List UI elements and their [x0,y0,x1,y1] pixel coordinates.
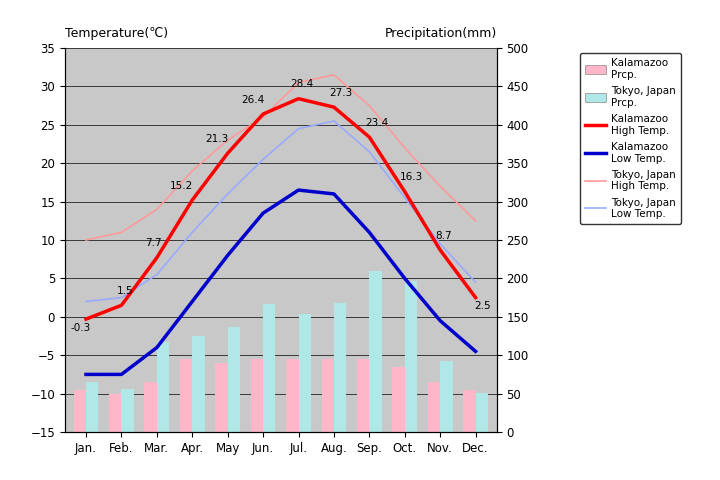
Bar [215,363,228,432]
Text: -0.3: -0.3 [71,323,91,333]
Text: Temperature(℃): Temperature(℃) [65,27,168,40]
Bar [440,361,453,432]
Bar [405,281,417,432]
Bar [369,272,382,432]
Text: 16.3: 16.3 [400,172,423,182]
Text: 23.4: 23.4 [365,118,388,128]
Text: 2.5: 2.5 [474,301,491,312]
Text: 7.7: 7.7 [145,239,161,249]
Bar [228,327,240,432]
Bar [263,304,276,432]
Bar [109,394,122,432]
Bar [192,336,204,432]
Bar [145,382,157,432]
Text: 15.2: 15.2 [170,181,193,191]
Bar [73,390,86,432]
Text: Precipitation(mm): Precipitation(mm) [384,27,497,40]
Bar [122,389,134,432]
Bar [180,359,192,432]
Text: 27.3: 27.3 [329,88,353,98]
Text: 1.5: 1.5 [117,286,133,296]
Bar [299,314,311,432]
Bar [322,359,334,432]
Text: 28.4: 28.4 [290,80,314,89]
Bar [157,342,169,432]
Bar [86,382,99,432]
Bar [392,367,405,432]
Bar [428,382,440,432]
Bar [463,390,475,432]
Text: 21.3: 21.3 [205,134,229,144]
Bar [475,393,488,432]
Bar [251,359,263,432]
Text: 26.4: 26.4 [241,95,264,105]
Bar [334,303,346,432]
Bar [357,359,369,432]
Text: 8.7: 8.7 [436,231,452,241]
Bar [286,359,299,432]
Legend: Kalamazoo
Prcp., Tokyo, Japan
Prcp., Kalamazoo
High Temp., Kalamazoo
Low Temp., : Kalamazoo Prcp., Tokyo, Japan Prcp., Kal… [580,53,681,225]
